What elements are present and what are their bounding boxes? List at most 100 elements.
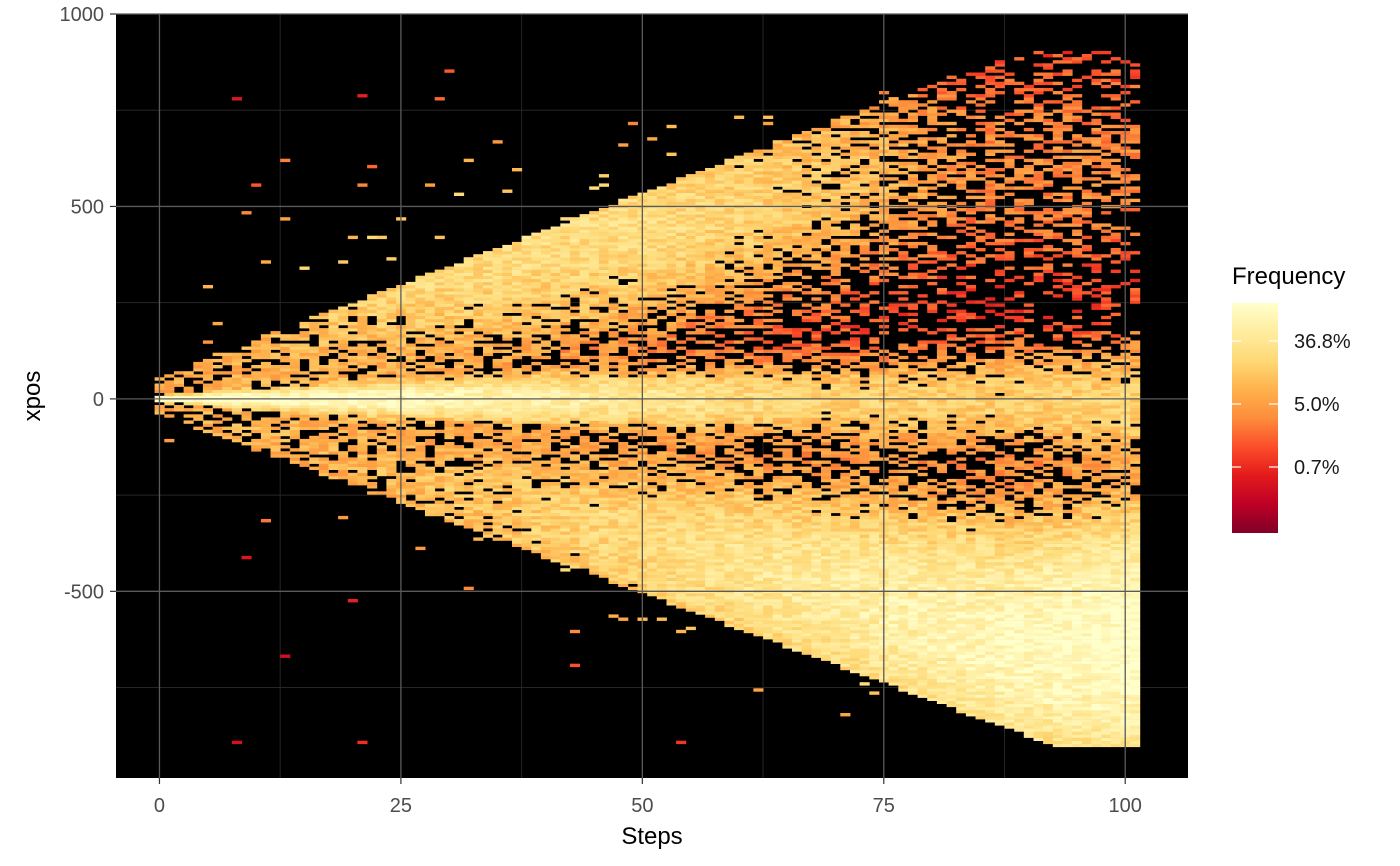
heatmap-cell: [202, 420, 213, 424]
heatmap-cell: [550, 229, 561, 233]
heatmap-cell: [772, 383, 783, 387]
heatmap-cell: [589, 244, 600, 249]
heatmap-cell: [521, 365, 532, 369]
heatmap-cell: [560, 377, 571, 381]
heatmap-cell: [444, 405, 455, 409]
heatmap-cell: [569, 432, 580, 437]
heatmap-cell: [763, 300, 774, 304]
heatmap-cell: [338, 472, 349, 477]
heatmap-cell: [724, 497, 735, 501]
heatmap-cell: [753, 555, 764, 560]
heatmap-cell: [164, 392, 175, 397]
heatmap-cell: [656, 534, 667, 538]
heatmap-cell: [328, 392, 339, 397]
heatmap-cell: [763, 402, 774, 406]
heatmap-cell: [560, 229, 571, 233]
heatmap-cell: [792, 617, 803, 621]
heatmap-cell: [714, 208, 725, 212]
heatmap-cell: [656, 402, 667, 406]
heatmap-cell: [569, 217, 580, 221]
heatmap-cell: [338, 331, 349, 335]
heatmap-cell: [492, 488, 503, 492]
heatmap-cell: [502, 494, 513, 498]
heatmap-cell: [772, 555, 783, 560]
heatmap-cell: [753, 494, 764, 498]
heatmap-cell: [338, 312, 349, 317]
heatmap-cell: [454, 374, 465, 378]
heatmap-cell: [357, 448, 368, 452]
heatmap-cell: [724, 272, 735, 276]
heatmap-cell: [656, 189, 667, 193]
heatmap-cell: [483, 285, 494, 289]
heatmap-cell: [743, 420, 754, 424]
heatmap-cell: [608, 278, 619, 283]
heatmap-cell: [763, 251, 774, 255]
heatmap-cell: [695, 531, 706, 535]
heatmap-cell: [724, 580, 735, 584]
heatmap-cell: [569, 519, 580, 523]
heatmap-cell: [560, 432, 571, 437]
heatmap-cell: [531, 460, 542, 464]
heatmap-cell: [492, 365, 503, 369]
heatmap-cell: [734, 186, 745, 190]
heatmap-cell: [598, 312, 609, 317]
heatmap-cell: [521, 269, 532, 273]
heatmap-cell: [569, 337, 580, 341]
heatmap-cell: [705, 571, 716, 575]
heatmap-cell: [695, 478, 706, 483]
heatmap-cell: [627, 417, 638, 421]
heatmap-cell: [695, 229, 706, 233]
heatmap-cell: [579, 275, 590, 280]
heatmap-cell: [512, 448, 523, 452]
heatmap-cell: [685, 605, 696, 609]
heatmap-cell: [473, 312, 484, 317]
heatmap-cell: [270, 371, 281, 375]
heatmap-cell: [743, 294, 754, 298]
heatmap-cell: [444, 383, 455, 387]
heatmap-cell: [618, 509, 629, 514]
heatmap-cell: [705, 288, 716, 292]
heatmap-cell: [454, 349, 465, 353]
heatmap-cell: [531, 475, 542, 480]
heatmap-cell: [512, 395, 523, 400]
heatmap-cell: [676, 466, 687, 470]
heatmap-cell: [743, 555, 754, 560]
heatmap-cell: [598, 438, 609, 443]
heatmap-cell: [347, 429, 358, 434]
heatmap-cell: [724, 559, 735, 563]
heatmap-cell: [540, 263, 551, 267]
heatmap-cell: [347, 466, 358, 470]
heatmap-cell: [569, 386, 580, 390]
heatmap-cell: [463, 331, 474, 335]
heatmap-cell: [618, 408, 629, 412]
heatmap-cell: [222, 383, 233, 387]
heatmap-cell: [695, 220, 706, 224]
heatmap-cell: [743, 497, 754, 501]
heatmap-cell: [531, 257, 542, 261]
heatmap-cell: [763, 602, 774, 606]
heatmap-cell: [492, 398, 503, 403]
heatmap-cell: [270, 368, 281, 372]
heatmap-cell: [705, 448, 716, 452]
heatmap-cell: [405, 457, 416, 461]
heatmap-cell: [598, 472, 609, 477]
heatmap-cell: [676, 386, 687, 390]
heatmap-cell: [483, 309, 494, 313]
heatmap-cell: [483, 408, 494, 412]
heatmap-cell: [753, 577, 764, 581]
heatmap-cell: [473, 300, 484, 304]
heatmap-cell: [502, 334, 513, 338]
heatmap-cell: [473, 361, 484, 366]
heatmap-cell: [782, 220, 793, 224]
heatmap-cell: [734, 158, 745, 163]
heatmap-cell: [695, 177, 706, 181]
heatmap-cell: [589, 288, 600, 292]
heatmap-cell: [666, 534, 677, 538]
heatmap-cell: [753, 512, 764, 517]
heatmap-cell: [589, 506, 600, 511]
heatmap-cell: [724, 395, 735, 400]
heatmap-cell: [531, 549, 542, 554]
heatmap-cell: [531, 445, 542, 449]
heatmap-cell: [434, 346, 445, 350]
heatmap-cell: [289, 355, 300, 360]
